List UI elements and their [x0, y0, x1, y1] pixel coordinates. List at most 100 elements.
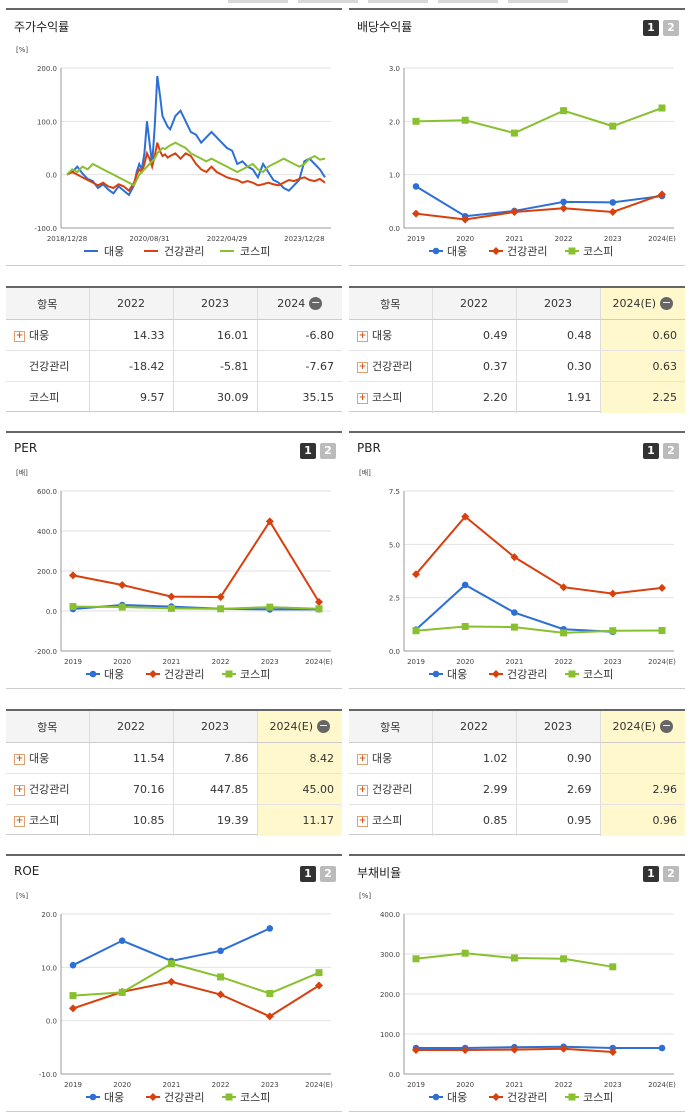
row-label[interactable]: + 대웅	[6, 319, 89, 351]
expand-icon[interactable]: +	[357, 784, 368, 796]
data-point-kospi	[510, 954, 518, 962]
collapse-icon[interactable]: −	[317, 719, 331, 734]
collapse-icon[interactable]: −	[660, 719, 674, 734]
column-header: 항목	[349, 711, 432, 743]
chart-2-button[interactable]: 2	[663, 443, 679, 459]
dividend-yield-chart: 3.0 2.0 1.0 0.0 2019 2020 2021 2022 2023 2024(E) 대…	[389, 65, 676, 258]
data-point-kospi	[412, 627, 420, 635]
expand-icon[interactable]: +	[357, 815, 368, 827]
unit-label: [배]	[16, 468, 28, 477]
chart-1-button[interactable]: 1	[643, 866, 659, 882]
roe-chart: [%] 20.0 10.0 0.0 -10.0 2019 2020 2021 2022 2023 2…	[16, 892, 333, 1104]
collapse-icon[interactable]: −	[309, 296, 323, 311]
data-point-kospi	[560, 629, 568, 637]
x-tick-label: 2019	[64, 1081, 82, 1089]
chart-1-button[interactable]: 1	[643, 443, 659, 459]
chart-2-button[interactable]: 2	[320, 443, 336, 459]
x-tick-label: 2023/12/28	[284, 235, 324, 243]
table-cell: 14.33	[88, 319, 173, 351]
series-line-health	[66, 142, 326, 193]
data-point-kospi	[118, 603, 126, 611]
row-label[interactable]: + 건강관리	[6, 773, 89, 805]
chart-1-button[interactable]: 1	[300, 443, 316, 459]
table-cell: -5.81	[172, 350, 257, 382]
legend-label-health: 건강관리	[507, 1091, 547, 1104]
expand-icon[interactable]: +	[357, 361, 368, 373]
price-return-panel: 주가수익률 [%] 200.0 100.0 0.0 -100.0 2018/12/28 20…	[6, 8, 342, 266]
x-tick-label: 2020	[113, 658, 131, 666]
data-point-kospi	[217, 605, 225, 613]
table-cell: 0.90	[515, 742, 600, 774]
expand-icon[interactable]: +	[14, 753, 25, 765]
per-table: 항목 2022 2023 2024(E) − + 대웅 11.54 7.86 8.42 + 건강관리 7…	[6, 709, 342, 836]
table-cell: 0.48	[515, 319, 600, 351]
row-label[interactable]: + 코스피	[357, 391, 403, 405]
data-point-health	[265, 1012, 274, 1021]
data-point-kospi	[510, 623, 518, 631]
data-point-kospi	[167, 960, 175, 968]
data-point-health	[461, 215, 470, 224]
chart-1-button[interactable]: 1	[643, 20, 659, 36]
expand-icon[interactable]: +	[357, 753, 368, 765]
x-tick-label: 2019	[64, 658, 82, 666]
row-label[interactable]: + 대웅	[349, 742, 432, 774]
data-point-health	[608, 1048, 617, 1056]
row-label[interactable]: + 건강관리	[349, 350, 432, 382]
table-cell: 9.57	[88, 381, 173, 413]
column-header: 2024−	[256, 288, 342, 320]
data-point-health	[412, 570, 420, 579]
column-header: 항목	[6, 288, 89, 320]
series-line-health	[72, 519, 320, 603]
x-tick-label: 2022	[212, 658, 230, 666]
legend-marker-kospi	[225, 1093, 233, 1101]
x-tick-label: 2020	[456, 1081, 474, 1089]
debt-ratio-chart: [%] 400.0 300.0 200.0 100.0 0.0 2019 2020 2021 20…	[359, 892, 676, 1104]
data-point-kospi	[266, 603, 274, 611]
x-tick-label: 2019	[407, 658, 425, 666]
expand-icon[interactable]: +	[357, 330, 368, 342]
row-label[interactable]: + 대웅	[349, 319, 432, 351]
column-header: 2023	[515, 288, 600, 320]
y-tick-label: 100.0	[37, 118, 57, 126]
data-point-daewoong	[69, 961, 77, 969]
collapse-icon[interactable]: −	[660, 296, 674, 311]
data-point-kospi	[609, 122, 617, 130]
table-cell: 1.91	[515, 381, 600, 413]
legend-marker-daewoong	[432, 670, 440, 678]
row-label[interactable]: + 코스피	[14, 814, 60, 828]
x-tick-label: 2022	[555, 235, 573, 243]
data-point-health	[216, 592, 225, 601]
data-point-health	[658, 583, 666, 592]
legend-label-health: 건강관리	[507, 245, 547, 258]
data-point-kospi	[609, 963, 617, 971]
data-table: 항목 2022 2023 2024(E) − + 대웅 0.49 0.48 0.60 + 건강관리 0.…	[349, 288, 685, 413]
data-point-kospi	[412, 117, 420, 125]
expand-icon[interactable]: +	[14, 815, 25, 827]
row-label[interactable]: + 코스피	[357, 814, 403, 828]
data-point-kospi	[461, 949, 469, 957]
table-row: + 건강관리 0.37 0.30 0.63	[349, 350, 685, 382]
expand-icon[interactable]: +	[357, 392, 368, 404]
expand-icon[interactable]: +	[14, 784, 25, 796]
x-tick-label: 2022	[212, 1081, 230, 1089]
y-tick-label: 5.0	[389, 541, 400, 549]
expand-icon[interactable]: +	[14, 330, 25, 342]
y-tick-label: 0.0	[46, 608, 57, 616]
row-label[interactable]: + 대웅	[6, 742, 89, 774]
chart-2-button[interactable]: 2	[663, 20, 679, 36]
y-tick-label: 1.0	[389, 172, 400, 180]
legend-marker-health	[492, 1093, 500, 1101]
row-label[interactable]: + 건강관리	[349, 773, 432, 805]
chart-1-button[interactable]: 1	[300, 866, 316, 882]
data-point-health	[69, 1004, 77, 1013]
table-cell: 30.09	[172, 381, 257, 413]
data-point-daewoong	[560, 198, 567, 206]
table-row: + 코스피 10.85 19.39 11.17	[6, 804, 342, 836]
data-point-health	[167, 592, 176, 601]
table-cell: 16.01	[172, 319, 257, 351]
data-point-health	[412, 209, 420, 218]
chart-2-button[interactable]: 2	[320, 866, 336, 882]
price-return-table: 항목 2022 2023 2024− + 대웅 14.33 16.01 -6.80 건강관리 -18…	[6, 286, 342, 413]
chart-2-button[interactable]: 2	[663, 866, 679, 882]
